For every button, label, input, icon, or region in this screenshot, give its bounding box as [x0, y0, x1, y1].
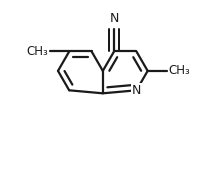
Text: N: N [109, 12, 119, 25]
Text: CH₃: CH₃ [27, 45, 48, 58]
Text: N: N [132, 84, 141, 97]
Text: CH₃: CH₃ [168, 64, 190, 77]
